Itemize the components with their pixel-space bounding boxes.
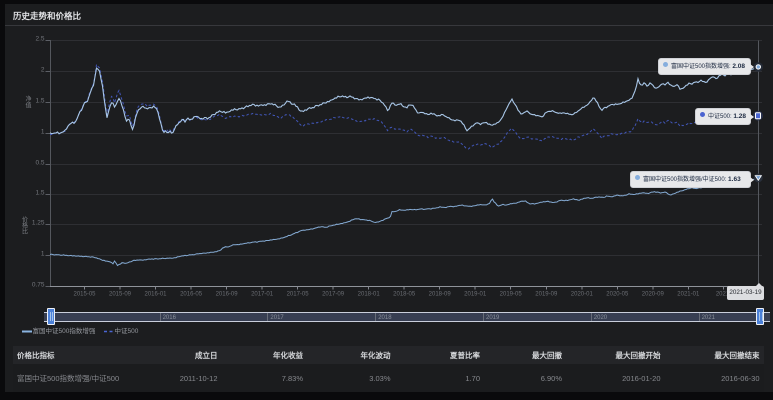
svg-text:1.25: 1.25	[32, 219, 45, 226]
svg-text:2020-09: 2020-09	[642, 292, 665, 298]
svg-text:0.75: 0.75	[32, 281, 45, 288]
svg-text:比: 比	[22, 228, 28, 236]
svg-text:值: 值	[25, 102, 31, 110]
svg-text:2015-05: 2015-05	[73, 292, 96, 298]
svg-text:2017-05: 2017-05	[287, 292, 310, 298]
svg-text:0.5: 0.5	[35, 159, 44, 166]
svg-text:格: 格	[22, 222, 28, 230]
svg-text:2017-01: 2017-01	[251, 292, 274, 298]
svg-text:2016-09: 2016-09	[216, 292, 239, 298]
svg-text:2016-01: 2016-01	[144, 292, 167, 298]
svg-text:2019-09: 2019-09	[535, 292, 558, 298]
svg-text:1: 1	[41, 128, 45, 135]
svg-text:2021-01: 2021-01	[677, 292, 700, 298]
svg-text:2016-05: 2016-05	[180, 292, 203, 298]
svg-text:2020-01: 2020-01	[571, 292, 594, 298]
svg-text:2: 2	[41, 66, 45, 73]
svg-text:净: 净	[25, 95, 31, 103]
svg-text:2020-05: 2020-05	[606, 292, 629, 298]
svg-text:2018-01: 2018-01	[358, 292, 381, 298]
svg-text:2018-05: 2018-05	[393, 292, 416, 298]
svg-text:2019-05: 2019-05	[500, 292, 523, 298]
svg-text:1.5: 1.5	[35, 97, 44, 104]
svg-text:1.5: 1.5	[35, 189, 44, 196]
svg-text:2.5: 2.5	[35, 35, 44, 42]
svg-text:2017-09: 2017-09	[322, 292, 345, 298]
svg-text:2021-: 2021-	[716, 292, 731, 298]
svg-text:1: 1	[41, 250, 45, 257]
svg-text:2015-09: 2015-09	[109, 292, 132, 298]
svg-text:2018-09: 2018-09	[429, 292, 452, 298]
svg-text:价: 价	[22, 217, 28, 224]
svg-text:2019-01: 2019-01	[464, 292, 487, 298]
